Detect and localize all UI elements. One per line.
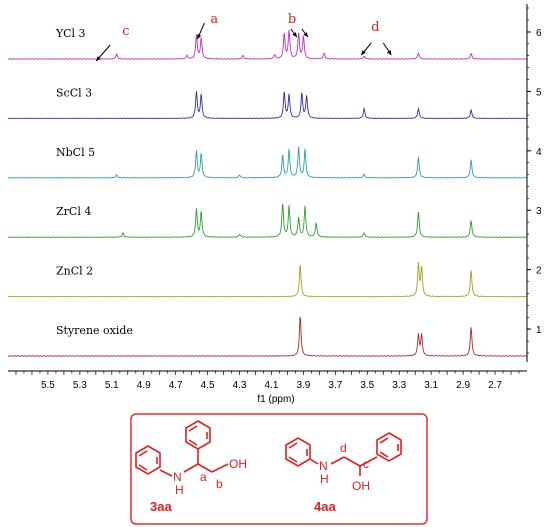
x-tick-label: 4.5 (201, 380, 215, 391)
x-axis: 5.5 5.3 5.1 4.9 4.7 4.5 4.3 4.1 3.9 3.7 3.5 3.3 3.1 2… (8, 370, 527, 391)
x-tick-label: 4.1 (265, 380, 279, 391)
phenyl-ring (135, 445, 161, 475)
ring-double-bond (138, 464, 148, 471)
spectrum-line (7, 316, 528, 357)
structure-4aa (285, 432, 402, 476)
annotation-label: a (210, 12, 218, 27)
structure-3aa-labels: N H a b OH 3aa (150, 457, 247, 514)
atom-n: N (173, 470, 182, 484)
carbon-label-b: b (216, 477, 223, 491)
x-tick-label: 3.7 (328, 380, 342, 391)
annotation-arrowhead (361, 50, 366, 55)
series-label: Styrene oxide (56, 324, 133, 337)
peak-annotations: ca bd (95, 12, 392, 62)
carbon-label-c: c (363, 457, 369, 471)
structure-4aa-labels: N H d c OH 4aa (314, 441, 370, 514)
right-tick-label: 6 (536, 28, 542, 39)
phenyl-ring (376, 432, 402, 462)
atom-n: N (319, 459, 328, 473)
annotation-label: c (122, 24, 129, 39)
series-label: ScCl 3 (56, 86, 92, 99)
compound-id-3aa: 3aa (150, 499, 172, 514)
spectrum-line (7, 29, 528, 60)
x-tick-label: 4.9 (137, 380, 151, 391)
series-label: YCl 3 (55, 27, 86, 40)
ring-double-bond (188, 439, 198, 446)
right-tick-label: 2 (536, 266, 542, 277)
x-tick-label: 5.3 (73, 380, 87, 391)
x-tick-label: 2.7 (488, 380, 502, 391)
annotation-label: b (288, 12, 296, 27)
series-label: ZrCl 4 (56, 205, 91, 218)
annotation-label: d (371, 20, 379, 35)
annotation-arrowhead (292, 32, 297, 37)
series-labels: YCl 3 ScCl 3 NbCl 5 ZrCl 4 ZnCl 2 Styrene oxi… (55, 27, 133, 337)
structures-box: N H a b OH 3aa N H d (130, 413, 428, 525)
bond (330, 456, 345, 465)
bond (183, 463, 199, 473)
hydroxyl: OH (352, 479, 370, 493)
right-axis: 1 2 3 4 5 6 (526, 4, 542, 362)
x-tick-label: 3.1 (424, 380, 438, 391)
x-tick-label: 4.3 (233, 380, 247, 391)
atom-h: H (320, 472, 329, 486)
x-tick-label: 3.9 (296, 380, 310, 391)
ring-double-bond (138, 450, 148, 457)
carbon-label-a: a (200, 470, 207, 484)
atom-h: H (175, 483, 184, 497)
bond (197, 463, 213, 473)
right-tick-label: 5 (536, 87, 542, 98)
series-label: ZnCl 2 (56, 265, 93, 278)
x-tick-label: 4.7 (169, 380, 183, 391)
right-tick-label: 4 (536, 147, 542, 158)
ring-double-bond (188, 425, 198, 432)
annotation-arrowhead (197, 34, 202, 39)
spectrum-line (7, 91, 528, 120)
carbon-label-d: d (340, 441, 347, 455)
phenyl-ring (285, 437, 311, 467)
annotation-arrowhead (386, 50, 392, 55)
structures-border (130, 413, 428, 525)
right-tick-label: 1 (536, 325, 542, 336)
bond (359, 456, 378, 467)
structure-3aa (135, 420, 229, 477)
right-tick-label: 3 (536, 206, 542, 217)
spectrum-line (7, 262, 528, 298)
bond (159, 469, 173, 477)
bond (211, 463, 229, 473)
series-label: NbCl 5 (56, 146, 95, 159)
x-tick-label: 5.1 (105, 380, 119, 391)
annotation-arrowhead (303, 32, 308, 37)
ring-double-bond (288, 442, 298, 449)
x-tick-label: 3.3 (392, 380, 406, 391)
hydroxyl: OH (229, 457, 247, 471)
compound-id-4aa: 4aa (314, 499, 336, 514)
ring-double-bond (379, 451, 389, 458)
annotation-arrowhead (96, 56, 101, 61)
spectrum-line (7, 203, 528, 238)
x-axis-label: f1 (ppm) (257, 394, 294, 405)
stacked-spectra (7, 29, 528, 357)
x-tick-label: 2.9 (456, 380, 470, 391)
bond (309, 458, 319, 465)
x-tick-label: 5.5 (41, 380, 55, 391)
x-tick-label: 3.5 (360, 380, 374, 391)
bond (343, 456, 361, 467)
ring-double-bond (379, 437, 389, 444)
spectrum-line (7, 146, 528, 179)
ring-double-bond (288, 456, 298, 463)
